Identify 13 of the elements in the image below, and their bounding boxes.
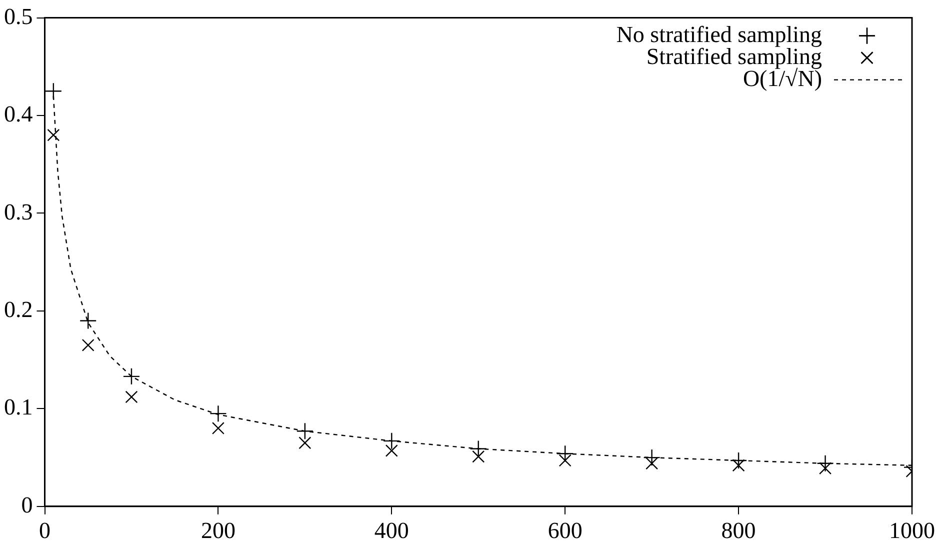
y-tick-label: 0.4	[4, 102, 34, 127]
x-tick-label: 1000	[889, 518, 935, 544]
y-tick-label: 0.3	[4, 199, 33, 224]
x-tick-label: 0	[39, 518, 50, 544]
y-tick-label: 0.2	[4, 297, 33, 322]
x-tick-label: 200	[200, 518, 236, 544]
legend-label: No stratified sampling	[616, 22, 822, 47]
y-tick-label: 0.5	[4, 4, 33, 29]
x-tick-label: 400	[374, 518, 409, 544]
y-tick-label: 0	[21, 492, 33, 518]
x-tick-label: 800	[721, 518, 756, 544]
x-tick-label: 600	[548, 518, 582, 544]
y-tick-label: 0.1	[4, 394, 33, 420]
